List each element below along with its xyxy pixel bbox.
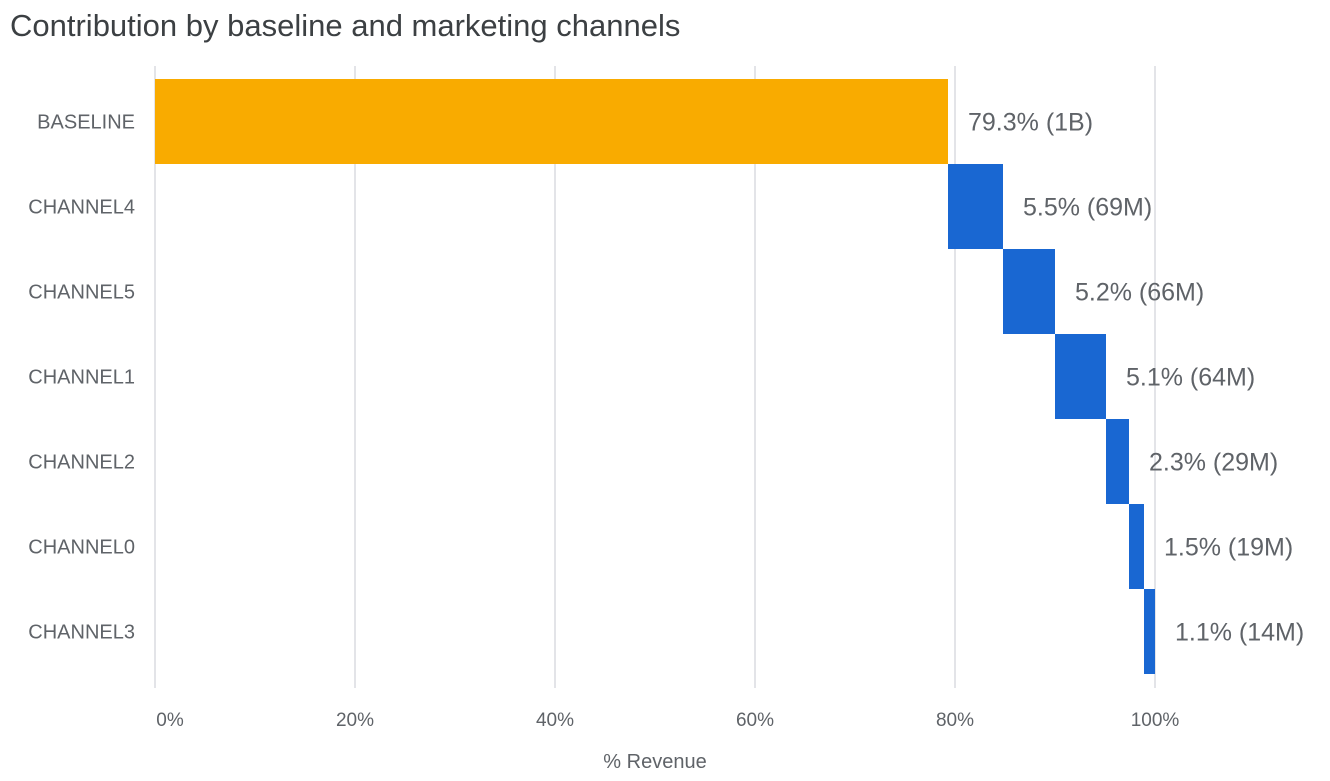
x-tick-label: 40%	[536, 710, 574, 731]
x-tick-label: 80%	[936, 710, 974, 731]
y-tick-label: CHANNEL3	[28, 622, 135, 644]
data-label: 2.3% (29M)	[1149, 449, 1278, 477]
bar-channel0	[1129, 504, 1144, 589]
chart-title: Contribution by baseline and marketing c…	[10, 8, 681, 43]
y-tick-label: CHANNEL5	[28, 282, 135, 304]
data-label: 1.1% (14M)	[1175, 619, 1304, 647]
bar-channel5	[1003, 249, 1055, 334]
bar-baseline	[155, 79, 948, 164]
data-label: 79.3% (1B)	[968, 109, 1093, 137]
x-axis-label: % Revenue	[603, 751, 706, 773]
data-label: 5.5% (69M)	[1023, 194, 1152, 222]
bar-channel3	[1144, 589, 1155, 674]
y-tick-label: CHANNEL4	[28, 197, 135, 219]
y-tick-label: CHANNEL0	[28, 537, 135, 559]
bar-channel1	[1055, 334, 1106, 419]
x-tick-label: 100%	[1131, 710, 1180, 731]
data-label: 5.2% (66M)	[1075, 279, 1204, 307]
bar-channel2	[1106, 419, 1129, 504]
y-tick-label: CHANNEL2	[28, 452, 135, 474]
data-label: 5.1% (64M)	[1126, 364, 1255, 392]
y-tick-label: CHANNEL1	[28, 367, 135, 389]
x-tick-label: 0%	[156, 710, 184, 731]
y-tick-label: BASELINE	[37, 112, 135, 134]
x-tick-label: 20%	[336, 710, 374, 731]
bar-channel4	[948, 164, 1003, 249]
data-label: 1.5% (19M)	[1164, 534, 1293, 562]
x-tick-label: 60%	[736, 710, 774, 731]
